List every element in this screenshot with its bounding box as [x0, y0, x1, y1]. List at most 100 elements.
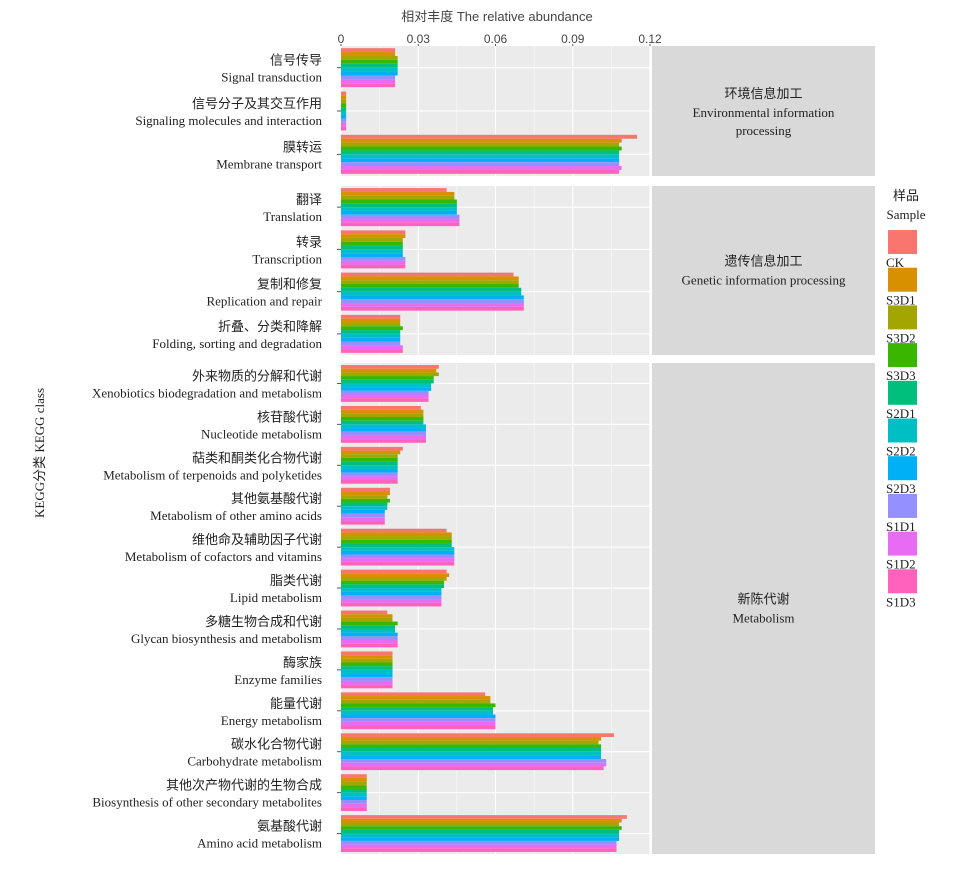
strip-background	[652, 186, 875, 355]
legend-key	[888, 418, 917, 443]
legend-key	[888, 531, 917, 556]
category-label-en: Xenobiotics biodegradation and metabolis…	[92, 385, 322, 400]
bar-ck	[341, 446, 403, 451]
bar-s1d3	[341, 349, 403, 353]
category-label-en: Folding, sorting and degradation	[152, 336, 322, 351]
bar-s1d2	[341, 844, 617, 849]
y-axis-title: KEGG分类 KEGG class	[32, 388, 47, 518]
bar-s3d3	[341, 103, 347, 108]
bar-s2d1	[341, 461, 398, 466]
category-bar-group	[341, 314, 403, 353]
bar-s3d2	[341, 699, 491, 704]
bar-s3d2	[341, 195, 455, 200]
bar-s3d2	[341, 495, 388, 499]
bar-s1d1	[341, 341, 401, 346]
bar-s3d1	[341, 573, 450, 577]
bar-s3d2	[341, 536, 452, 540]
facet-strip: 环境信息加工 Environmental information processin…	[652, 46, 875, 176]
category-label-en: Transcription	[252, 251, 322, 266]
bar-s1d2	[341, 435, 426, 440]
bar-s3d3	[341, 457, 398, 462]
bar-s1d2	[341, 345, 403, 350]
strip-background	[652, 46, 875, 176]
bar-s3d2	[341, 55, 398, 60]
bar-s1d1	[341, 472, 398, 477]
bar-s2d3	[341, 387, 432, 391]
bar-s3d2	[341, 99, 347, 104]
category-label-cn: 信号传导	[270, 53, 322, 68]
bar-s1d3	[341, 725, 496, 730]
bar-s3d2	[341, 280, 519, 285]
strip-label-cn: 环境信息加工	[724, 86, 802, 101]
bar-s3d3	[341, 621, 398, 626]
bar-s1d1	[341, 759, 607, 763]
bar-s1d3	[341, 222, 460, 227]
bar-ck	[341, 651, 393, 656]
bar-s2d3	[341, 632, 398, 637]
bar-ck	[341, 230, 406, 235]
facet-strips: 环境信息加工 Environmental information processin…	[652, 46, 875, 854]
bar-s3d3	[341, 785, 367, 789]
bar-s3d1	[341, 409, 424, 414]
bar-s3d1	[341, 95, 347, 100]
legend-label: S2D1	[886, 406, 916, 421]
bar-s3d2	[341, 658, 393, 663]
bar-ck	[341, 569, 447, 574]
category-label-en: Replication and repair	[206, 294, 322, 309]
category-label-cn: 转录	[296, 234, 322, 249]
bar-s1d2	[341, 680, 393, 685]
x-tick-label: 0.12	[638, 32, 662, 46]
bar-s3d1	[341, 234, 406, 238]
bar-s2d2	[341, 669, 393, 674]
bar-s3d2	[341, 413, 424, 418]
bar-s3d3	[341, 580, 444, 585]
bar-ck	[341, 692, 486, 697]
x-tick-label: 0.03	[407, 32, 431, 46]
bar-s2d1	[341, 287, 522, 292]
bar-s1d2	[341, 762, 607, 767]
category-label-en: Metabolism of cofactors and vitamins	[125, 549, 322, 564]
bar-ck	[341, 314, 401, 319]
legend-label: S2D3	[886, 481, 916, 496]
bar-s3d3	[341, 826, 622, 830]
legend-key	[888, 230, 917, 254]
legend-key	[888, 343, 917, 368]
bar-s2d2	[341, 547, 455, 551]
bar-s1d2	[341, 640, 398, 644]
bar-s3d2	[341, 142, 620, 147]
bar-s2d2	[341, 424, 426, 429]
bar-s1d3	[341, 480, 398, 484]
bar-s3d1	[341, 52, 396, 56]
bar-s1d2	[341, 79, 396, 84]
bar-s1d3	[341, 306, 524, 311]
legend-key	[888, 267, 917, 292]
bar-s2d2	[341, 67, 398, 72]
legend-label: CK	[886, 255, 905, 270]
bar-s2d2	[341, 833, 620, 838]
category-bar-group	[341, 651, 393, 689]
category-label-en: Membrane transport	[216, 156, 322, 171]
legend: 样品 Sample CK S3D1 S3D2 S3D3 S2D1 S2D2 S2D3 S1D1…	[886, 188, 926, 609]
bar-s1d3	[341, 264, 406, 269]
bar-s2d1	[341, 330, 401, 334]
facet-strip: 新陈代谢 Metabolism	[652, 363, 875, 854]
legend-entry: S3D2	[886, 305, 917, 345]
category-bar-group	[341, 528, 455, 566]
bar-s2d2	[341, 207, 457, 211]
category-label-cn: 膜转运	[283, 139, 322, 154]
bar-s2d2	[341, 465, 398, 469]
bar-s1d2	[341, 166, 622, 170]
category-bar-group	[341, 692, 496, 730]
bar-s2d3	[341, 428, 426, 432]
bar-s3d1	[341, 318, 401, 323]
legend-entry: S2D2	[886, 418, 917, 459]
bar-s2d1	[341, 107, 347, 111]
bar-s3d2	[341, 576, 447, 581]
bar-s2d1	[341, 748, 602, 752]
strip-label-en: Genetic information processing	[682, 273, 846, 288]
category-label-cn: 翻译	[296, 192, 322, 207]
panel: 翻译 Translation 转录 Transcription 复制和修复 Replica…	[152, 186, 651, 355]
category-label-cn: 氨基酸代谢	[257, 819, 322, 834]
legend-label: S1D1	[886, 519, 916, 534]
bar-s3d1	[341, 276, 519, 281]
